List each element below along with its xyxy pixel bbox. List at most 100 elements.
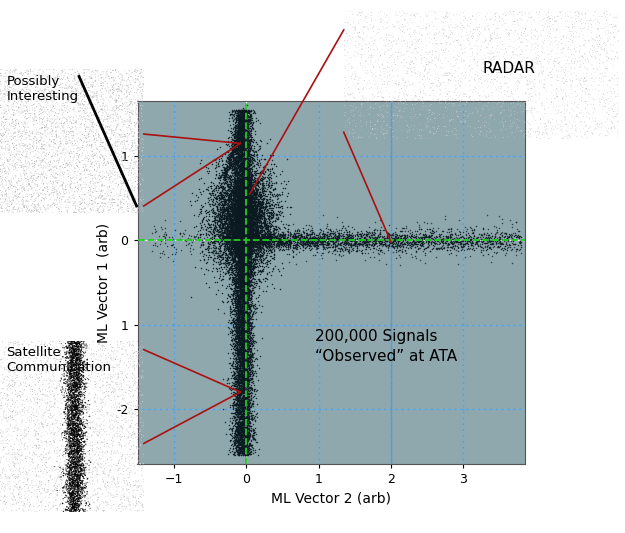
Point	[504, 241, 514, 249]
Point	[15, 181, 25, 190]
Point	[242, 241, 252, 250]
Point	[244, 338, 254, 347]
Point	[391, 105, 401, 114]
Point	[97, 450, 107, 458]
Point	[122, 82, 132, 90]
Point	[221, 189, 231, 197]
Point	[231, 365, 241, 373]
Point	[249, 222, 259, 231]
Point	[244, 195, 254, 204]
Point	[49, 487, 59, 496]
Point	[78, 502, 88, 510]
Point	[104, 440, 114, 449]
Point	[235, 120, 245, 128]
Point	[223, 185, 233, 194]
Point	[251, 436, 261, 445]
Point	[238, 185, 248, 194]
Point	[241, 332, 251, 341]
Point	[229, 413, 239, 421]
Point	[209, 184, 219, 193]
Point	[233, 357, 243, 365]
Point	[110, 447, 120, 455]
Point	[458, 242, 468, 251]
Point	[255, 191, 265, 200]
Point	[244, 255, 254, 263]
Point	[244, 214, 254, 223]
Point	[246, 182, 256, 191]
Point	[28, 163, 38, 171]
Point	[466, 236, 476, 244]
Point	[220, 235, 230, 243]
Point	[23, 94, 33, 103]
Point	[0, 131, 9, 140]
Point	[244, 334, 254, 342]
Point	[241, 134, 251, 143]
Point	[52, 150, 62, 159]
Point	[229, 175, 239, 184]
Point	[347, 231, 357, 240]
Point	[323, 248, 333, 256]
Point	[69, 503, 79, 512]
Point	[338, 242, 348, 251]
Point	[236, 122, 246, 130]
Point	[228, 254, 238, 263]
Point	[42, 188, 52, 196]
Point	[65, 486, 75, 495]
Point	[240, 239, 250, 247]
Point	[453, 231, 463, 240]
Point	[252, 212, 262, 221]
Point	[72, 416, 82, 424]
Point	[72, 478, 82, 487]
Point	[434, 95, 444, 104]
Point	[404, 236, 414, 245]
Point	[375, 68, 385, 76]
Point	[242, 168, 252, 177]
Point	[112, 140, 123, 149]
Point	[71, 498, 81, 507]
Point	[58, 488, 68, 497]
Point	[355, 41, 365, 49]
Point	[74, 350, 84, 358]
Point	[109, 388, 119, 397]
Point	[241, 142, 251, 151]
Point	[237, 242, 247, 251]
Point	[599, 81, 609, 90]
Point	[217, 220, 227, 229]
Point	[70, 501, 80, 510]
Point	[249, 270, 259, 279]
Point	[223, 246, 233, 255]
Point	[398, 11, 408, 20]
Point	[227, 203, 237, 212]
Point	[232, 446, 242, 455]
Point	[62, 440, 72, 448]
Point	[481, 36, 491, 45]
Point	[282, 237, 292, 245]
Point	[81, 459, 91, 468]
Point	[254, 231, 264, 239]
Point	[232, 424, 242, 432]
Point	[538, 34, 548, 42]
Point	[129, 155, 139, 163]
Point	[4, 74, 14, 83]
Point	[0, 177, 7, 186]
Point	[107, 421, 118, 429]
Point	[223, 186, 233, 195]
Point	[66, 478, 76, 487]
Point	[31, 74, 41, 83]
Point	[44, 339, 54, 348]
Point	[65, 473, 75, 482]
Point	[208, 225, 218, 234]
Point	[262, 275, 272, 284]
Point	[231, 190, 241, 198]
Point	[234, 349, 244, 358]
Point	[76, 370, 86, 379]
Point	[226, 263, 236, 272]
Point	[69, 360, 79, 368]
Point	[19, 499, 29, 507]
Point	[24, 173, 34, 181]
Point	[244, 115, 254, 124]
Point	[227, 139, 237, 148]
Point	[599, 7, 609, 15]
Point	[224, 201, 234, 209]
Point	[34, 441, 44, 449]
